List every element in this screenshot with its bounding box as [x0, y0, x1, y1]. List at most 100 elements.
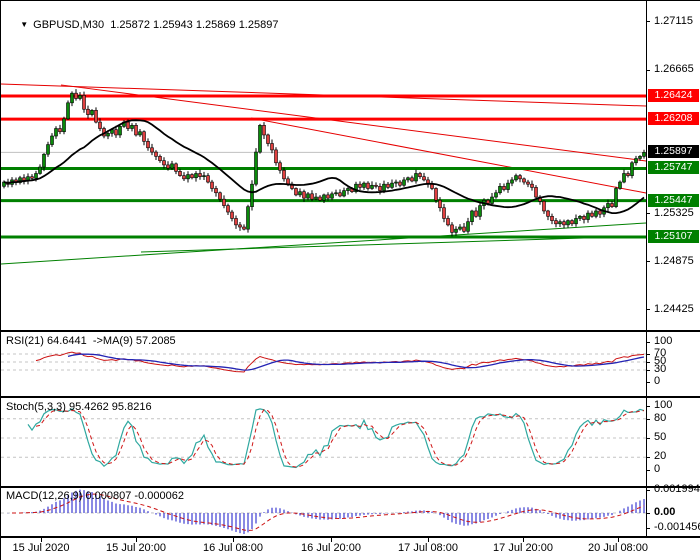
candle-body — [338, 192, 342, 197]
candle-body — [310, 193, 314, 200]
rsi-axis-tick — [646, 381, 650, 383]
rsi-axis-tick — [646, 341, 650, 343]
candle-body — [606, 203, 610, 209]
stoch-panel-canvas[interactable] — [1, 398, 647, 486]
macd-axis-tick — [646, 527, 650, 529]
candle-body — [178, 171, 182, 176]
open-value: 1.25872 — [110, 19, 150, 31]
macd-axis-tick: 0.001994 — [654, 483, 700, 495]
candle-body — [378, 186, 382, 191]
candle-body — [626, 173, 630, 176]
candle-body — [430, 183, 434, 189]
candle-body — [66, 102, 70, 120]
candle-body — [618, 181, 622, 189]
candle-body — [274, 149, 278, 164]
candle-body — [490, 196, 494, 204]
candle-body — [314, 196, 318, 200]
candle-body — [334, 192, 338, 195]
close-value: 1.25897 — [238, 19, 279, 31]
panel-separator — [1, 536, 700, 538]
candle-body — [146, 141, 150, 149]
candle-body — [434, 188, 438, 201]
rsi-panel-canvas[interactable] — [1, 332, 647, 396]
candle-body — [106, 133, 110, 137]
candle-body — [418, 173, 422, 177]
candle-body — [270, 143, 274, 151]
time-axis-tick — [233, 538, 234, 542]
candle-body — [250, 183, 254, 207]
price-chart-canvas[interactable] — [1, 1, 647, 331]
ma-line[interactable] — [3, 119, 645, 215]
price-axis-tick — [646, 261, 650, 263]
support-price-badge: 1.25747 — [648, 161, 699, 175]
candle-body — [318, 196, 322, 201]
candle-body — [438, 199, 442, 209]
stoch-axis-tick — [646, 469, 650, 471]
candle-body — [218, 192, 222, 200]
candle-body — [294, 188, 298, 196]
time-axis[interactable]: 15 Jul 2020 15 Jul 20:00 16 Jul 08:00 16 Ju… — [1, 538, 700, 560]
candle-body — [330, 193, 334, 199]
candle-body — [450, 224, 454, 233]
rsi-axis-tick: 50 — [654, 355, 667, 367]
stoch-axis-tick — [646, 437, 650, 439]
candle-body — [254, 151, 258, 185]
candle-body — [118, 126, 122, 136]
candle-body — [462, 226, 466, 232]
stoch-header: Stoch(5,3,3) 95.4262 95.8216 — [6, 401, 152, 413]
stoch-axis-tick: 0 — [654, 463, 661, 475]
candle-body — [286, 178, 290, 185]
candle-body — [50, 135, 54, 145]
candle-body — [458, 226, 462, 230]
rsi-axis-tick — [646, 361, 650, 363]
price-scale[interactable]: 1.27115 1.26665 1.25325 1.24875 1.24425 1.264… — [646, 1, 700, 538]
candle-body — [610, 203, 614, 207]
candle-body — [30, 176, 34, 179]
time-axis-tick — [618, 538, 619, 542]
candle-body — [98, 121, 102, 129]
time-axis-label: 17 Jul 20:00 — [493, 542, 553, 554]
price-axis-tick: 1.24425 — [654, 302, 694, 315]
candle-body — [186, 174, 190, 180]
support-trendline[interactable] — [1, 222, 647, 265]
candle-body — [82, 95, 86, 110]
current-price-badge: 1.25897 — [648, 145, 699, 159]
candle-body — [570, 220, 574, 225]
candle-body — [278, 162, 282, 171]
candle-body — [478, 205, 482, 217]
symbol-dropdown-icon[interactable]: ▼ — [20, 20, 29, 29]
candle-body — [518, 175, 522, 180]
resistance-trendline[interactable] — [250, 117, 647, 194]
candle-body — [470, 210, 474, 222]
time-axis-tick — [41, 538, 42, 542]
panel-separator — [1, 396, 700, 398]
candle-body — [550, 216, 554, 221]
candle-body — [222, 198, 226, 206]
candle-body — [398, 181, 402, 186]
candle-body — [546, 210, 550, 217]
candle-body — [342, 190, 346, 197]
candle-body — [566, 220, 570, 226]
price-axis-tick — [646, 21, 650, 23]
candle-body — [406, 177, 410, 181]
candle-body — [238, 224, 242, 228]
candle-body — [142, 131, 146, 142]
high-value: 1.25943 — [153, 19, 193, 31]
macd-panel-canvas[interactable] — [1, 488, 647, 536]
candle-body — [446, 218, 450, 226]
candle-body — [414, 173, 418, 182]
time-axis-label: 15 Jul 2020 — [12, 542, 70, 554]
support-trendline[interactable] — [140, 235, 647, 253]
candle-body — [42, 153, 46, 168]
candle-body — [214, 188, 218, 194]
candle-body — [486, 199, 490, 204]
candle-body — [506, 182, 510, 190]
time-axis-tick — [136, 538, 137, 542]
resistance-trendline[interactable] — [60, 84, 647, 162]
price-axis-tick: 1.27115 — [654, 14, 693, 27]
candle-body — [194, 173, 198, 179]
candle-body — [498, 186, 502, 194]
candle-body — [614, 188, 618, 207]
candle-body — [114, 129, 118, 136]
candle-body — [586, 212, 590, 220]
